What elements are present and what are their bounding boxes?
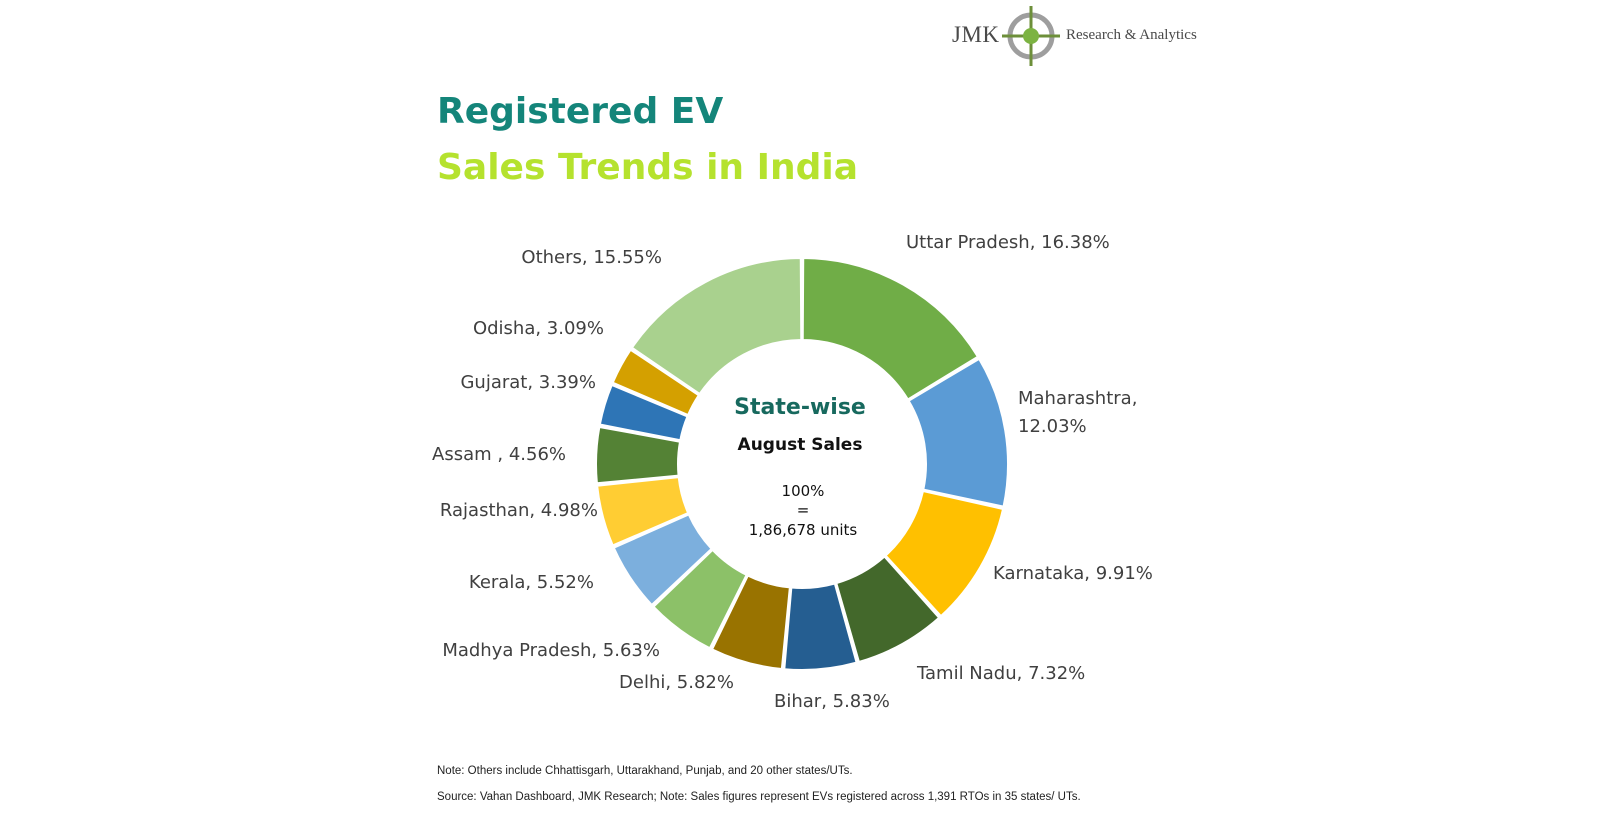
footnote-others: Note: Others include Chhattisgarh, Uttar… (437, 765, 853, 777)
slice-madhya-pradesh (652, 548, 748, 650)
title-line1: Registered EV (437, 91, 724, 132)
crosshair-logo-icon (1002, 6, 1060, 66)
donut-slices (595, 256, 1009, 671)
slice-gujarat (598, 383, 689, 442)
label-gujarat: Gujarat, 3.39% (460, 372, 596, 393)
label-assam: Assam , 4.56% (432, 444, 566, 465)
slice-uttar-pradesh (801, 256, 980, 401)
title-line2: Sales Trends in India (437, 147, 858, 188)
label-others: Others, 15.55% (521, 247, 662, 268)
label-bihar: Bihar, 5.83% (774, 691, 890, 712)
label-kerala: Kerala, 5.52% (469, 572, 594, 593)
center-subtitle: August Sales (738, 435, 863, 455)
slice-rajasthan (596, 475, 690, 547)
slice-maharashtra (907, 357, 1009, 508)
slice-bihar (783, 582, 858, 671)
slice-karnataka (884, 489, 1005, 618)
logo-brand: JMK (952, 22, 1000, 47)
label-maharashtra: Maharashtra, 12.03% (1018, 388, 1137, 437)
label-karnataka: Karnataka, 9.91% (993, 563, 1153, 584)
logo-tagline: Research & Analytics (1066, 27, 1197, 43)
label-rajasthan: Rajasthan, 4.98% (440, 500, 598, 521)
label-madhya-pradesh: Madhya Pradesh, 5.63% (442, 640, 660, 661)
slice-delhi (710, 574, 791, 671)
donut-chart: Uttar Pradesh, 16.38% Maharashtra, 12.03% K… (432, 232, 1153, 712)
slice-others (630, 256, 803, 396)
center-equals: = (797, 501, 810, 519)
slice-kerala (612, 513, 713, 607)
center-total-percent: 100% (782, 482, 825, 500)
slice-labels: Uttar Pradesh, 16.38% Maharashtra, 12.03% K… (432, 232, 1153, 712)
label-odisha: Odisha, 3.09% (473, 318, 604, 339)
footnote-source: Source: Vahan Dashboard, JMK Research; N… (437, 791, 1081, 803)
slice-tamil-nadu (835, 555, 941, 664)
center-total-units: 1,86,678 units (749, 521, 858, 539)
label-delhi: Delhi, 5.82% (619, 672, 734, 693)
donut-center: State-wise August Sales 100% = 1,86,678 … (734, 395, 866, 539)
label-tamil-nadu: Tamil Nadu, 7.32% (916, 663, 1085, 684)
label-uttar-pradesh: Uttar Pradesh, 16.38% (906, 232, 1110, 253)
jmk-logo: JMK Research & Analytics (952, 4, 1212, 68)
slice-assam (595, 425, 682, 485)
slice-odisha (611, 348, 701, 417)
center-title: State-wise (734, 395, 866, 420)
page-title: Registered EV Sales Trends in India (437, 84, 858, 196)
